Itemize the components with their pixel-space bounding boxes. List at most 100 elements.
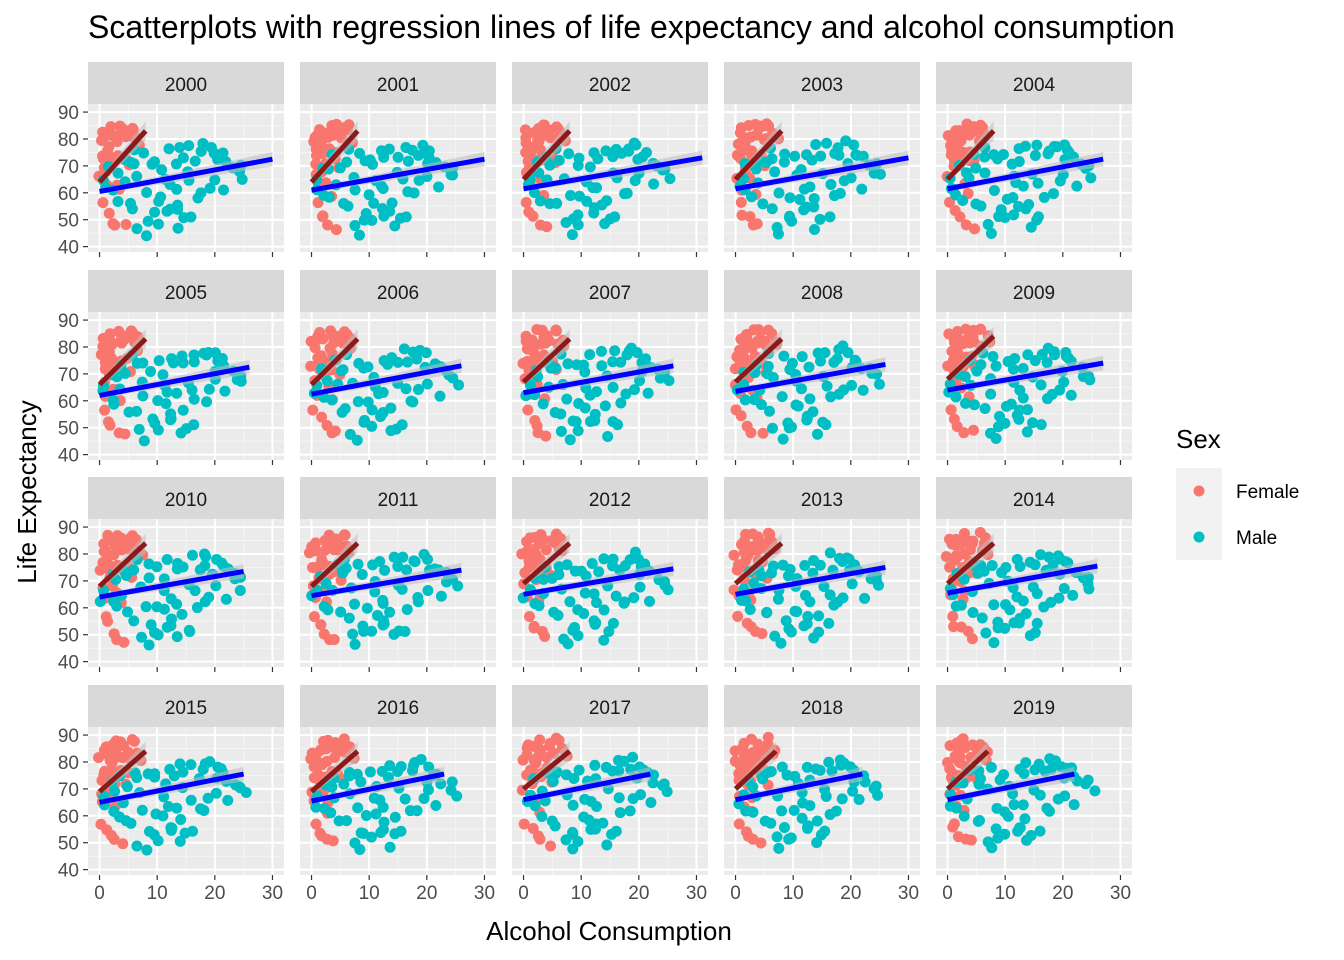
facet-strip <box>300 62 496 104</box>
male-point <box>412 383 424 395</box>
male-point <box>824 808 836 820</box>
female-point <box>310 537 322 549</box>
male-point <box>873 579 885 591</box>
male-point <box>157 810 169 822</box>
male-point <box>572 630 584 642</box>
facet-strip-label: 2010 <box>165 490 207 511</box>
y-tick-label: 70 <box>58 157 79 178</box>
legend-title: Sex <box>1176 424 1221 454</box>
female-point <box>108 549 120 561</box>
male-point <box>209 174 221 186</box>
male-point <box>198 347 210 359</box>
male-point <box>644 595 656 607</box>
male-point <box>596 360 608 372</box>
male-point <box>219 385 231 397</box>
male-point <box>970 198 982 210</box>
female-point <box>947 610 959 622</box>
male-point <box>645 796 657 808</box>
female-regression-line <box>945 749 990 791</box>
male-point <box>607 356 619 368</box>
facet-strip <box>936 685 1132 727</box>
male-regression-line <box>311 363 462 397</box>
male-point <box>155 191 167 203</box>
male-point <box>824 211 836 223</box>
male-point <box>847 785 859 797</box>
facet-strip <box>936 477 1132 519</box>
male-point <box>591 386 603 398</box>
male-point <box>1020 757 1032 769</box>
male-point <box>152 424 164 436</box>
male-point <box>388 628 400 640</box>
male-point <box>533 600 545 612</box>
male-point <box>1034 825 1046 837</box>
facet-strip-label: 2013 <box>801 490 843 511</box>
male-point <box>338 778 350 790</box>
facet-panel-2017: 2017 0 10 20 30 <box>512 685 708 904</box>
male-point <box>950 391 962 403</box>
male-point <box>584 416 596 428</box>
male-point <box>1067 589 1079 601</box>
male-point <box>323 191 335 203</box>
male-point <box>588 588 600 600</box>
male-point <box>990 823 1002 835</box>
male-point <box>112 167 124 179</box>
female-point <box>315 619 327 631</box>
facet-strip <box>88 270 284 312</box>
male-point <box>143 572 155 584</box>
male-point <box>624 805 636 817</box>
male-point <box>979 151 991 163</box>
male-point <box>565 190 577 202</box>
female-point <box>538 534 550 546</box>
male-point <box>772 228 784 240</box>
male-point <box>799 559 811 571</box>
male-point <box>175 813 187 825</box>
male-point <box>784 192 796 204</box>
facet-strip <box>724 685 920 727</box>
female-regression-line <box>733 541 784 586</box>
female-point <box>102 615 114 627</box>
male-regression-line <box>947 563 1098 596</box>
female-point <box>317 210 329 222</box>
male-point <box>433 181 445 193</box>
female-point <box>522 404 534 416</box>
facet-strip-label: 2004 <box>1013 75 1056 96</box>
male-point <box>341 156 353 168</box>
male-point <box>825 179 837 191</box>
legend-key-female <box>1193 485 1205 497</box>
male-point <box>772 593 784 605</box>
female-point <box>940 550 952 562</box>
x-tick-label: 0 <box>306 883 317 904</box>
x-tick-label: 20 <box>416 883 437 904</box>
female-point <box>761 118 773 130</box>
female-point <box>310 545 322 557</box>
male-point <box>785 626 797 638</box>
x-tick-label: 20 <box>628 883 649 904</box>
male-point <box>1018 767 1030 779</box>
female-point <box>766 328 778 340</box>
male-point <box>609 211 621 223</box>
male-point <box>352 558 364 570</box>
male-point <box>564 434 576 446</box>
male-point <box>1031 617 1043 629</box>
male-point <box>389 220 401 232</box>
male-point <box>446 776 458 788</box>
female-point <box>958 527 970 539</box>
male-point <box>1017 392 1029 404</box>
male-point <box>1035 549 1047 561</box>
male-regression-line <box>311 156 485 193</box>
male-point <box>384 760 396 772</box>
male-point <box>763 405 775 417</box>
male-point <box>1013 156 1025 168</box>
male-point <box>794 193 806 205</box>
male-point <box>980 627 992 639</box>
male-point <box>568 772 580 784</box>
male-point <box>310 801 322 813</box>
female-point <box>728 549 740 561</box>
male-point <box>821 137 833 149</box>
female-point <box>754 326 766 338</box>
male-point <box>588 615 600 627</box>
facet-strip-label: 2017 <box>589 698 631 719</box>
facet-panel-2011: 2011 <box>300 477 496 672</box>
male-point <box>613 765 625 777</box>
female-point <box>744 211 756 223</box>
